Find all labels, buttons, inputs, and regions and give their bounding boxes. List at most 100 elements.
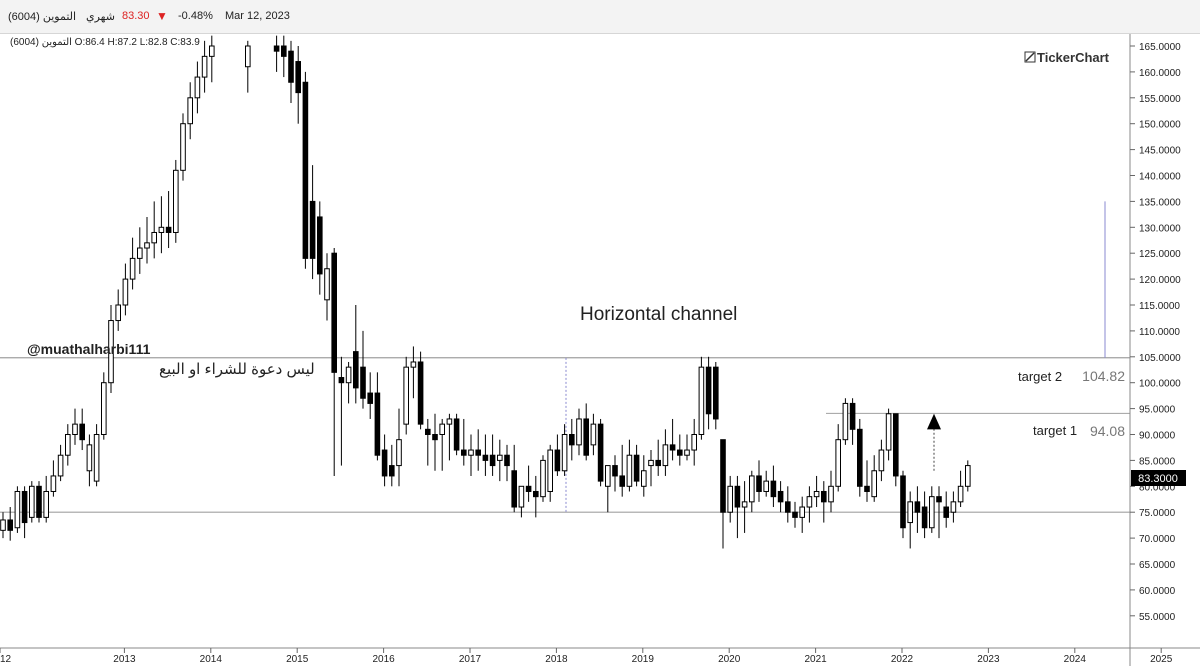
candle-body xyxy=(489,454,496,467)
candle-body xyxy=(281,45,287,57)
triangle-down-icon: ▼ xyxy=(156,9,168,23)
x-tick-label: 2014 xyxy=(200,654,223,665)
candle-body xyxy=(50,475,57,492)
candle-body xyxy=(396,439,402,467)
y-tick-label: 85.0000 xyxy=(1139,456,1176,467)
last-date: Mar 12, 2023 xyxy=(225,10,290,22)
y-tick-label: 75.0000 xyxy=(1139,508,1176,519)
candle-body xyxy=(497,454,503,461)
candle-body xyxy=(425,428,431,436)
candle-body xyxy=(583,418,590,456)
candle-body xyxy=(468,449,474,456)
y-tick-label: 115.0000 xyxy=(1139,301,1180,312)
candle-body xyxy=(403,366,409,425)
candle-body xyxy=(763,480,770,492)
candle-body xyxy=(345,366,352,384)
candle-body xyxy=(21,490,28,524)
candle-body xyxy=(324,268,330,301)
candle-body xyxy=(317,216,323,275)
price-tag-text: 83.3000 xyxy=(1138,473,1178,485)
candle-body xyxy=(965,465,971,487)
candle-body xyxy=(540,459,546,498)
x-tick-label: 2021 xyxy=(804,654,827,665)
y-tick-label: 150.0000 xyxy=(1139,120,1181,131)
candle-body xyxy=(482,454,489,461)
candle-body xyxy=(900,475,906,529)
y-tick-label: 125.0000 xyxy=(1139,249,1181,260)
target1-value: 94.08 xyxy=(1090,423,1125,439)
candle-body xyxy=(626,454,633,487)
candle-body xyxy=(893,413,899,477)
candle-body xyxy=(878,449,885,472)
channel-annotation: Horizontal channel xyxy=(580,304,737,325)
candle-body xyxy=(108,320,114,384)
candle-body xyxy=(828,485,834,503)
candle-body xyxy=(389,465,395,477)
y-tick-label: 110.0000 xyxy=(1139,327,1180,338)
candle-body xyxy=(554,449,561,472)
candle-body xyxy=(79,423,86,441)
candle-body xyxy=(29,485,35,518)
y-axis[interactable]: 55.0000 60.0000 65.0000 70.0000 75.0000 80.00… xyxy=(1130,42,1181,623)
candle-body xyxy=(619,475,626,487)
candle-body xyxy=(57,454,64,477)
candle-body xyxy=(245,45,251,68)
y-tick-label: 105.0000 xyxy=(1139,353,1181,364)
candle-body xyxy=(669,444,676,451)
x-tick-label: 2018 xyxy=(545,654,568,665)
candle-body xyxy=(576,418,582,446)
candle-body xyxy=(432,434,438,441)
tickerchart-logo-icon xyxy=(1024,51,1036,63)
brand-name: TickerChart xyxy=(1037,50,1110,65)
candle-body xyxy=(691,434,698,451)
target2-label: target 2 xyxy=(1018,369,1062,384)
candle-body xyxy=(201,55,208,78)
last-price: 83.30 xyxy=(122,10,150,22)
candle-body xyxy=(662,444,669,467)
candle-body xyxy=(713,366,719,420)
price-chart[interactable]: 55.0000 60.0000 65.0000 70.0000 75.0000 80.00… xyxy=(0,34,1200,666)
y-tick-label: 165.0000 xyxy=(1139,42,1181,53)
y-tick-label: 145.0000 xyxy=(1139,146,1181,157)
candle-body xyxy=(525,485,532,492)
candle-body xyxy=(165,226,172,233)
candle-body xyxy=(792,511,798,518)
candle-body xyxy=(547,449,554,492)
candle-body xyxy=(194,76,201,99)
candle-body xyxy=(929,496,935,529)
candle-body xyxy=(137,247,143,259)
candle-body xyxy=(756,475,762,492)
candle-body xyxy=(511,470,517,508)
candle-body xyxy=(475,449,481,456)
candle-body xyxy=(43,490,50,518)
x-tick-label: 2019 xyxy=(632,654,655,665)
candlesticks xyxy=(0,35,971,549)
target2-value: 104.82 xyxy=(1082,368,1125,384)
y-tick-label: 95.0000 xyxy=(1139,405,1176,416)
drawing-overlays xyxy=(0,201,1130,513)
candle-body xyxy=(115,304,122,322)
x-axis[interactable]: 2012 2013 2014 2015 2016 2017 2018 2019 2020 2021… xyxy=(0,648,1173,665)
candle-body xyxy=(943,506,950,518)
candle-body xyxy=(849,402,856,430)
candle-body xyxy=(446,418,453,425)
y-tick-label: 100.0000 xyxy=(1139,379,1181,390)
last-price-tag: 83.3000 xyxy=(1131,470,1186,486)
candle-body xyxy=(144,242,150,249)
x-tick-label: 2012 xyxy=(0,654,12,665)
x-tick-label: 2020 xyxy=(718,654,741,665)
candle-body xyxy=(677,449,683,456)
symbol-label[interactable]: التموين (6004) xyxy=(8,11,77,23)
candle-body xyxy=(209,45,215,57)
candle-body xyxy=(439,423,445,436)
candle-body xyxy=(381,449,388,477)
period-label[interactable]: شهري xyxy=(86,11,115,23)
candle-body xyxy=(698,366,705,435)
candle-body xyxy=(605,465,611,487)
candle-body xyxy=(417,361,424,425)
y-tick-label: 140.0000 xyxy=(1139,172,1181,183)
candle-body xyxy=(655,459,662,467)
candle-body xyxy=(921,506,928,529)
y-tick-label: 155.0000 xyxy=(1139,94,1181,105)
candle-body xyxy=(533,490,539,498)
